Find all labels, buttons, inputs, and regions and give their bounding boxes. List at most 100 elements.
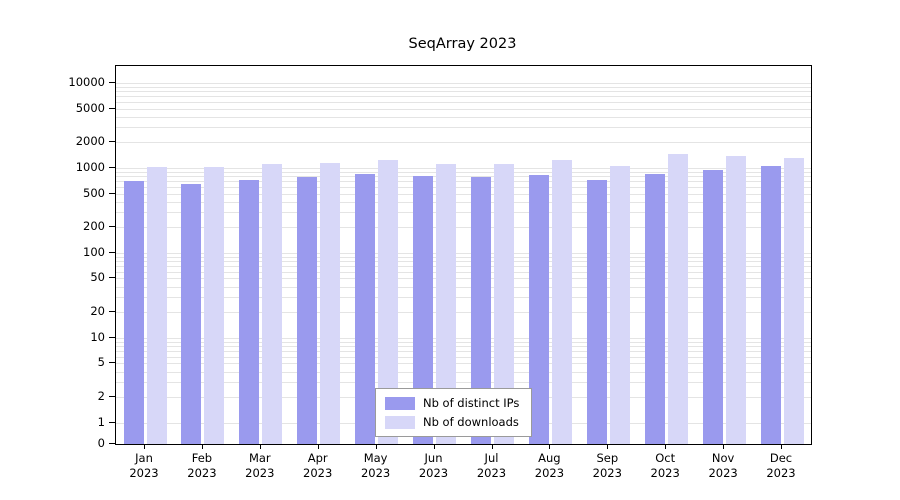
y-tick-mark <box>109 396 115 398</box>
bar-distinct-ips <box>644 174 665 444</box>
gridline <box>116 116 811 118</box>
x-tick-label: May 2023 <box>360 451 391 480</box>
gridline <box>116 337 811 339</box>
legend: Nb of distinct IPs Nb of downloads <box>375 388 533 437</box>
gridline <box>116 127 811 129</box>
x-tick-label: Dec 2023 <box>766 451 796 480</box>
bar-downloads <box>378 159 399 444</box>
y-tick-label: 5 <box>97 355 105 370</box>
x-tick-mark <box>607 444 609 449</box>
gridline <box>116 176 811 178</box>
bar-downloads <box>262 164 283 444</box>
bar-downloads <box>436 163 456 444</box>
y-tick-mark <box>109 362 115 364</box>
y-tick-label: 200 <box>83 219 105 234</box>
gridline <box>116 96 811 98</box>
legend-item: Nb of downloads <box>385 415 519 429</box>
y-tick-mark <box>109 336 115 338</box>
gridline <box>116 266 811 267</box>
y-tick-label: 500 <box>83 185 105 200</box>
y-tick-mark <box>109 311 115 313</box>
bar-distinct-ips <box>181 183 202 444</box>
x-tick-mark <box>723 444 725 449</box>
downloads-swatch-icon <box>385 415 415 429</box>
gridline <box>116 252 811 254</box>
bar-distinct-ips <box>297 176 318 444</box>
x-tick-label: Oct 2023 <box>650 451 680 480</box>
x-tick-label: Sep 2023 <box>592 451 622 480</box>
gridline <box>116 341 811 343</box>
bar-distinct-ips <box>413 176 433 444</box>
y-tick-mark <box>109 166 115 168</box>
gridline <box>116 351 811 352</box>
gridline <box>116 346 811 348</box>
y-tick-label: 1000 <box>75 159 105 174</box>
bar-distinct-ips <box>586 180 607 444</box>
bar-downloads <box>494 164 514 444</box>
x-tick-label: Mar 2023 <box>245 451 275 480</box>
plot-area <box>115 65 812 445</box>
x-tick-mark <box>665 444 667 449</box>
gridline <box>116 167 811 169</box>
legend-label: Nb of distinct IPs <box>423 396 520 410</box>
y-tick-mark <box>109 107 115 109</box>
y-tick-label: 2000 <box>75 134 105 149</box>
x-tick-mark <box>781 444 782 449</box>
bar-distinct-ips <box>528 175 549 444</box>
y-tick-label: 0 <box>97 436 105 450</box>
gridline <box>116 271 811 273</box>
bar-distinct-ips <box>355 174 376 444</box>
y-tick-label: 2 <box>97 389 105 404</box>
x-tick-label: Jul 2023 <box>476 451 507 480</box>
gridline <box>116 382 811 384</box>
bar-downloads <box>320 162 341 444</box>
gridline <box>116 91 811 93</box>
y-tick-label: 1 <box>97 414 105 429</box>
gridline <box>116 101 811 103</box>
bar-downloads <box>609 166 630 444</box>
gridline <box>116 186 811 188</box>
bar-downloads <box>146 167 167 444</box>
y-tick-label: 5000 <box>75 100 105 115</box>
x-tick-label: Jan 2023 <box>129 451 159 480</box>
x-tick-mark <box>491 444 493 449</box>
bar-distinct-ips <box>239 179 260 444</box>
y-tick-mark <box>109 192 115 194</box>
y-tick-label: 100 <box>83 244 105 259</box>
x-tick-mark <box>259 444 261 449</box>
gridline <box>116 142 811 144</box>
y-tick-mark <box>109 277 115 279</box>
x-tick-mark <box>433 444 435 449</box>
y-tick-mark <box>109 443 115 444</box>
x-tick-mark <box>549 444 551 449</box>
y-tick-label: 20 <box>90 304 105 319</box>
y-tick-mark <box>109 251 115 253</box>
x-tick-label: Aug 2023 <box>534 451 565 480</box>
legend-item: Nb of distinct IPs <box>385 396 519 410</box>
gridline <box>116 256 811 258</box>
y-tick-label: 50 <box>90 270 105 285</box>
x-tick-mark <box>144 444 145 449</box>
gridline <box>116 312 811 314</box>
gridline <box>116 201 811 203</box>
bar-downloads <box>204 167 225 444</box>
gridline <box>116 278 811 280</box>
y-tick-mark <box>109 421 115 423</box>
y-tick-mark <box>109 141 115 143</box>
gridline <box>116 261 811 263</box>
gridline <box>116 363 811 365</box>
bar-downloads <box>667 154 688 444</box>
x-tick-label: Feb 2023 <box>187 451 217 480</box>
bar-downloads <box>783 158 804 444</box>
gridline <box>116 86 811 88</box>
legend-label: Nb of downloads <box>423 415 519 429</box>
gridline <box>116 212 811 214</box>
y-tick-mark <box>109 82 115 83</box>
gridline <box>116 297 811 299</box>
bar-distinct-ips <box>123 181 144 444</box>
gridline <box>116 286 811 288</box>
bar-downloads <box>551 160 572 444</box>
x-tick-mark <box>317 444 319 449</box>
gridline <box>116 83 811 84</box>
